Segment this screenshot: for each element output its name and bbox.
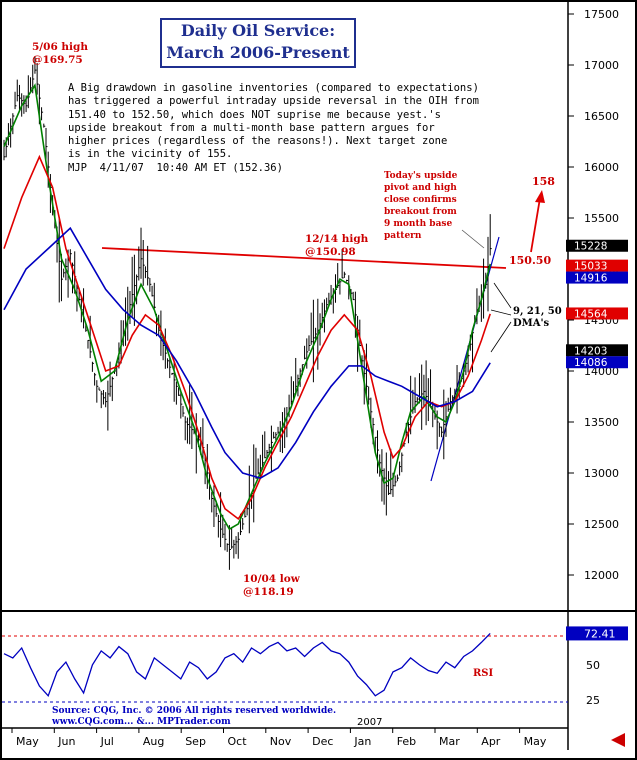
target-arrow-head [535, 190, 545, 203]
price-tick-label: 15500 [584, 212, 619, 225]
price-tick-label: 13000 [584, 467, 619, 480]
target-arrow-shaft [530, 197, 541, 253]
source-line2: www.CQG.com... &... MPTrader.com [51, 717, 231, 727]
dma-pointer-1 [493, 282, 512, 309]
month-label: Aug [143, 735, 164, 748]
month-label: Oct [228, 735, 248, 748]
rsi-tick-label: 50 [586, 659, 600, 672]
month-label: Jul [100, 735, 114, 748]
month-label: May [524, 735, 547, 748]
today-note-line6: pattern [384, 231, 422, 241]
dma-label-line2: DMA's [513, 318, 550, 329]
price-tag-box [566, 271, 628, 284]
rsi-reference-lines [2, 635, 568, 703]
month-label: Jun [57, 735, 75, 748]
rsi-value-box [566, 626, 628, 641]
source-line1: Source: CQG, Inc. © 2006 All rights rese… [52, 706, 336, 716]
price-tick-label: 12000 [584, 569, 619, 582]
month-label: Sep [185, 735, 206, 748]
chart-title-line2: March 2006-Present [166, 43, 350, 62]
today-pointer-line [461, 229, 485, 249]
today-note-line4: breakout from [384, 207, 457, 217]
price-tag-box [566, 307, 628, 320]
price-tag-label: 14086 [574, 357, 608, 369]
price-tick-label: 12500 [584, 518, 619, 531]
annotation-high-1214-line2: @150.98 [305, 246, 356, 258]
chart-title-line1: Daily Oil Service: [180, 21, 336, 40]
price-tag-label: 14564 [574, 308, 608, 320]
dma9-line [3, 83, 491, 531]
month-axis: May Jun Jul Aug Sep Oct Nov Dec Jan Feb Mar Apr May [11, 728, 547, 748]
resistance-label: 150.50 [509, 254, 551, 267]
month-label: Mar [439, 735, 460, 748]
price-tick-label: 16500 [584, 110, 619, 123]
month-label: Jan [353, 735, 371, 748]
today-note-line5: 9 month base [384, 219, 452, 229]
annotation-today: Today's upside pivot and high close conf… [384, 171, 485, 249]
month-label: Nov [270, 735, 292, 748]
commentary-text: A Big drawdown in gasoline inventories (… [68, 82, 479, 174]
price-tag-box [566, 356, 628, 369]
dma21-line [3, 154, 491, 521]
dma-pointer-2 [490, 309, 512, 316]
price-tick-label: 17500 [584, 8, 619, 21]
annotation-high-1214-line1: 12/14 high [305, 233, 369, 245]
price-tag-box [566, 239, 628, 252]
year-2007-label: 2007 [357, 717, 382, 728]
price-tick-label: 16000 [584, 161, 619, 174]
price-tick-label: 17000 [584, 59, 619, 72]
price-tag-label: 14203 [574, 345, 607, 357]
today-note-line2: pivot and high [384, 183, 457, 193]
month-label: Feb [397, 735, 416, 748]
target-label: 158 [532, 175, 555, 188]
month-label: Apr [481, 735, 501, 748]
month-label: Dec [312, 735, 333, 748]
arrow-left-icon[interactable] [611, 733, 625, 747]
price-tag-box [566, 259, 628, 272]
dma-series [3, 83, 491, 531]
price-tag-label: 14916 [574, 273, 608, 285]
rsi-label: RSI [473, 668, 494, 679]
rsi-line [3, 632, 491, 698]
dma50-line [3, 226, 491, 479]
rsi-tick-label: 25 [586, 694, 600, 707]
chart-title-box: Daily Oil Service: March 2006-Present [160, 18, 356, 68]
annotation-high-506-line1: 5/06 high [32, 41, 88, 53]
today-note-line3: close confirms [384, 195, 457, 205]
dma-pointer-3 [490, 321, 512, 353]
price-tag-label: 15033 [574, 261, 607, 273]
month-label: May [16, 735, 39, 748]
resistance-trendline [101, 247, 507, 269]
annotation-high-506-line2: @169.75 [32, 54, 83, 66]
dma-label-line1: 9, 21, 50 [513, 306, 562, 317]
price-tick-label: 14000 [584, 365, 619, 378]
annotation-low-1004-line1: 10/04 low [243, 573, 301, 585]
rsi-series [3, 632, 491, 698]
price-tag-box [566, 344, 628, 357]
price-tag-label: 15228 [574, 241, 607, 253]
price-tick-label: 13500 [584, 416, 619, 429]
annotation-low-1004-line2: @118.19 [243, 586, 294, 598]
rsi-axis: 25 50 72.41 [566, 626, 628, 707]
today-note-line1: Today's upside [384, 171, 458, 181]
rsi-value-label: 72.41 [584, 627, 616, 640]
